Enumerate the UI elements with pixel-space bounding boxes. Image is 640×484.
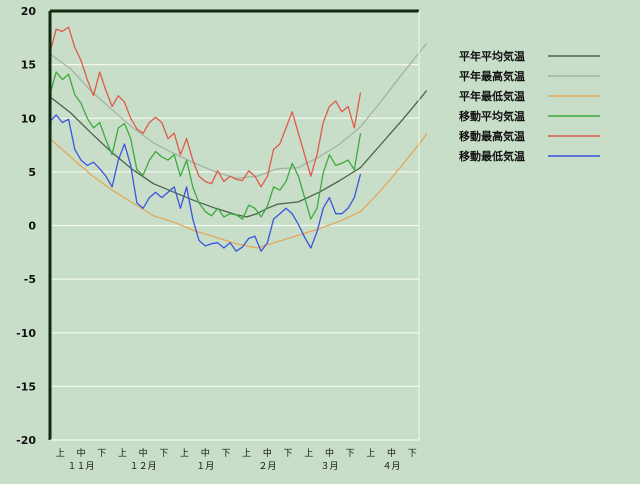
- x-tick-label: 上: [118, 448, 127, 459]
- y-tick-label: 0: [28, 220, 36, 233]
- y-tick-label: 20: [21, 5, 37, 18]
- grid-lines: [50, 10, 419, 441]
- y-tick-label: 5: [28, 166, 36, 179]
- x-tick-label: 下: [97, 449, 106, 459]
- x-tick-label: 中: [387, 447, 396, 459]
- y-tick-label: -5: [24, 273, 36, 286]
- legend-label-1: 平年最高気温: [459, 69, 525, 83]
- legend-label-5: 移動最低気温: [459, 149, 525, 163]
- y-tick-label: 15: [21, 59, 36, 72]
- y-tick-label: -20: [16, 434, 36, 447]
- x-tick-label: 上: [56, 448, 65, 459]
- series-line-1: [49, 42, 428, 179]
- x-tick-label: 上: [180, 448, 189, 459]
- x-tick-label: 中: [263, 447, 272, 459]
- series-line-4: [49, 26, 362, 188]
- x-tick-label: 上: [366, 448, 375, 459]
- series-line-5: [49, 114, 362, 252]
- x-tick-label: 中: [201, 447, 210, 459]
- month-label: ３月: [320, 461, 338, 472]
- series-line-3: [49, 71, 362, 220]
- x-tick-label: 下: [221, 449, 230, 459]
- month-label: ４月: [383, 461, 401, 472]
- month-label: １１月: [68, 461, 95, 472]
- month-label: ２月: [258, 461, 276, 472]
- x-tick-label: 中: [325, 447, 334, 459]
- x-tick-label: 下: [284, 449, 293, 459]
- series-lines: [49, 26, 428, 252]
- legend-label-0: 平年平均気温: [459, 49, 525, 63]
- x-tick-label: 下: [346, 449, 355, 459]
- y-tick-label: -15: [16, 380, 36, 393]
- series-line-2: [49, 132, 428, 249]
- x-tick-label: 上: [242, 448, 251, 459]
- month-label: １２月: [130, 461, 157, 472]
- x-tick-label: 中: [139, 447, 148, 459]
- y-tick-label: 10: [21, 112, 37, 125]
- x-tick-label: 下: [159, 449, 168, 459]
- legend-label-4: 移動最高気温: [459, 129, 525, 143]
- x-tick-label: 中: [77, 447, 86, 459]
- series-line-0: [49, 90, 428, 218]
- y-tick-label: -10: [16, 327, 36, 340]
- axes: 20151050-5-10-15-20上中下上中下上中下上中下上中下上中下１１月…: [16, 5, 420, 472]
- x-tick-label: 上: [304, 448, 313, 459]
- legend-label-3: 移動平均気温: [459, 109, 525, 123]
- x-tick-label: 下: [408, 449, 417, 459]
- legend-label-2: 平年最低気温: [459, 89, 525, 103]
- month-label: １月: [196, 461, 214, 472]
